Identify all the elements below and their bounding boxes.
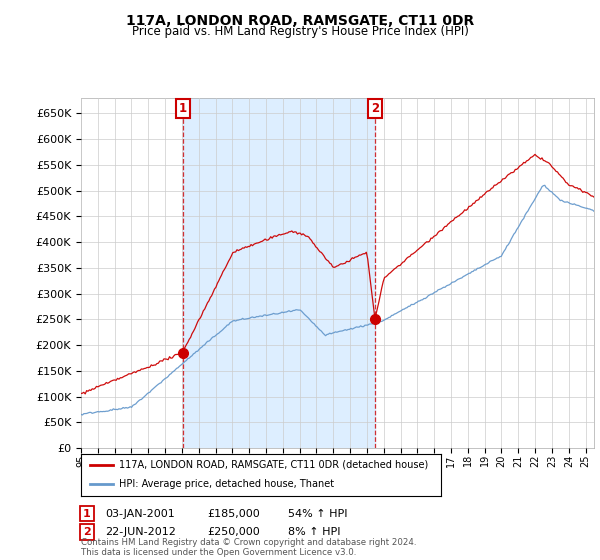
Text: 2: 2 (83, 527, 91, 537)
Text: £250,000: £250,000 (207, 527, 260, 537)
Text: 117A, LONDON ROAD, RAMSGATE, CT11 0DR: 117A, LONDON ROAD, RAMSGATE, CT11 0DR (126, 14, 474, 28)
Text: 1: 1 (83, 508, 91, 519)
Text: 22-JUN-2012: 22-JUN-2012 (105, 527, 176, 537)
Text: 8% ↑ HPI: 8% ↑ HPI (288, 527, 341, 537)
Text: HPI: Average price, detached house, Thanet: HPI: Average price, detached house, Than… (119, 479, 334, 489)
Text: £185,000: £185,000 (207, 508, 260, 519)
Text: 2: 2 (371, 102, 379, 115)
Text: Price paid vs. HM Land Registry's House Price Index (HPI): Price paid vs. HM Land Registry's House … (131, 25, 469, 38)
Bar (182, 98, 375, 448)
Text: 03-JAN-2001: 03-JAN-2001 (105, 508, 175, 519)
Text: 117A, LONDON ROAD, RAMSGATE, CT11 0DR (detached house): 117A, LONDON ROAD, RAMSGATE, CT11 0DR (d… (119, 460, 428, 470)
Text: Contains HM Land Registry data © Crown copyright and database right 2024.
This d: Contains HM Land Registry data © Crown c… (81, 538, 416, 557)
Text: 1: 1 (179, 102, 187, 115)
Text: 54% ↑ HPI: 54% ↑ HPI (288, 508, 347, 519)
